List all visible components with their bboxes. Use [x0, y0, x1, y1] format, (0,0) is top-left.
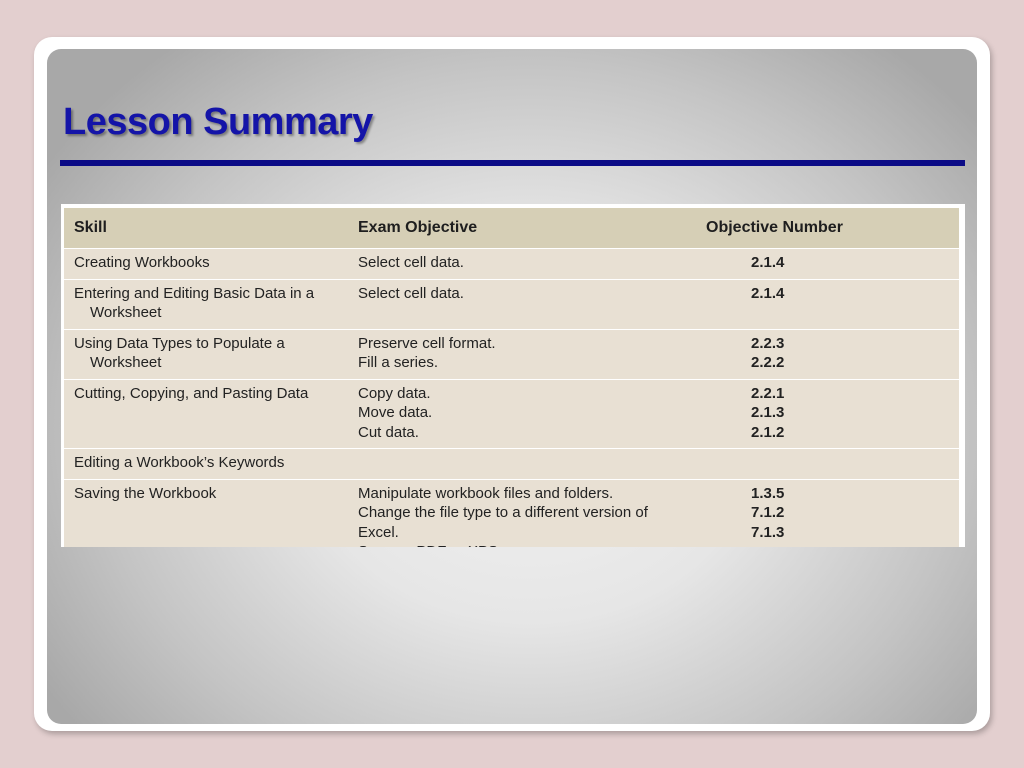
skill-cell: Using Data Types to Populate a Worksheet [64, 328, 348, 379]
objective-number-cell-line: 2.1.3 [751, 404, 785, 421]
header-skill: Skill [64, 208, 348, 249]
table-row: Using Data Types to Populate a Worksheet P… [64, 328, 959, 379]
objective-number-cell-line: 2.1.2 [751, 423, 785, 441]
exam-objective-cell: Preserve cell format. Fill a series. [348, 328, 698, 379]
skill-cell-line: Creating Workbooks [74, 254, 210, 271]
table-row: Creating Workbooks Select cell data. 2.1.4 [64, 248, 959, 279]
objective-number-cell: 2.2.1 2.1.3 2.1.2 [698, 378, 959, 449]
table-row: Editing a Workbook’s Keywords [64, 448, 959, 479]
exam-objective-cell-line: Select cell data. [358, 284, 464, 302]
objective-number-cell: 2.1.4 [698, 278, 959, 329]
header-objective-number: Objective Number [698, 208, 959, 249]
table-body: Creating Workbooks Select cell data. 2.1.4… [64, 248, 959, 547]
skill-cell: Creating Workbooks [64, 248, 348, 279]
table-row: Entering and Editing Basic Data in a Work… [64, 278, 959, 329]
exam-objective-cell-line: Cut data. [358, 423, 419, 441]
exam-objective-cell-line: Save as PDF or XPS. [358, 542, 688, 547]
exam-objective-cell-line: Fill a series. [358, 354, 439, 371]
slide-frame: Lesson Summary Skill Exam Objective Obje… [34, 37, 990, 731]
skill-cell: Editing a Workbook’s Keywords [64, 448, 348, 479]
skill-cell-line: Using Data Types to Populate a [74, 334, 285, 352]
exam-objective-cell: Select cell data. [348, 278, 698, 329]
exam-objective-cell: Manipulate workbook files and folders. Ch… [348, 478, 698, 547]
exam-objective-cell-line: Select cell data. [358, 254, 464, 271]
slide: Lesson Summary Skill Exam Objective Obje… [47, 49, 977, 724]
exam-objective-cell [348, 448, 698, 479]
objective-number-cell-line: 2.2.3 [751, 334, 785, 352]
objective-number-cell: 2.1.4 [698, 248, 959, 279]
exam-objective-cell-line: Change the file type to a different vers… [358, 504, 648, 541]
lesson-summary-table: Skill Exam Objective Objective Number Cr… [64, 208, 959, 547]
exam-objective-cell: Copy data. Move data. Cut data. [348, 378, 698, 449]
skill-cell-line: Saving the Workbook [74, 484, 217, 502]
skill-cell-line: Editing a Workbook’s Keywords [74, 454, 285, 471]
objective-number-cell-line: 7.1.3 [751, 523, 785, 541]
exam-objective-cell-line: Manipulate workbook files and folders. [358, 484, 614, 502]
slide-title: Lesson Summary [63, 101, 373, 143]
objective-number-cell-line: 2.1.4 [751, 284, 785, 302]
table-row: Saving the Workbook Manipulate workbook f… [64, 478, 959, 547]
header-exam-objective: Exam Objective [348, 208, 698, 249]
title-underline [60, 160, 965, 166]
objective-number-cell: 2.2.3 2.2.2 [698, 328, 959, 379]
objective-number-cell-line: 2.2.1 [751, 384, 785, 402]
skill-cell: Entering and Editing Basic Data in a Work… [64, 278, 348, 329]
exam-objective-cell: Select cell data. [348, 248, 698, 279]
table-row: Cutting, Copying, and Pasting Data Copy d… [64, 378, 959, 449]
objective-number-cell [698, 448, 959, 479]
objective-number-cell-line: 2.2.2 [751, 354, 785, 371]
objective-number-cell-line: 2.1.4 [751, 254, 785, 271]
skill-cell-line: Worksheet [90, 304, 162, 321]
skill-cell-line: Cutting, Copying, and Pasting Data [74, 384, 309, 402]
objective-number-cell-line: 1.3.5 [751, 484, 785, 502]
exam-objective-cell-line: Copy data. [358, 384, 431, 402]
exam-objective-cell-line: Move data. [358, 404, 433, 421]
objective-number-cell-line: 7.1.2 [751, 504, 785, 521]
skill-cell: Cutting, Copying, and Pasting Data [64, 378, 348, 449]
table-header-row: Skill Exam Objective Objective Number [64, 208, 959, 249]
skill-cell-line: Entering and Editing Basic Data in a [74, 284, 315, 302]
lesson-summary-table-container: Skill Exam Objective Objective Number Cr… [61, 204, 965, 547]
skill-cell-line: Worksheet [90, 354, 162, 371]
objective-number-cell: 1.3.5 7.1.2 7.1.3 [698, 478, 959, 547]
exam-objective-cell-line: Preserve cell format. [358, 334, 496, 352]
skill-cell: Saving the Workbook [64, 478, 348, 547]
